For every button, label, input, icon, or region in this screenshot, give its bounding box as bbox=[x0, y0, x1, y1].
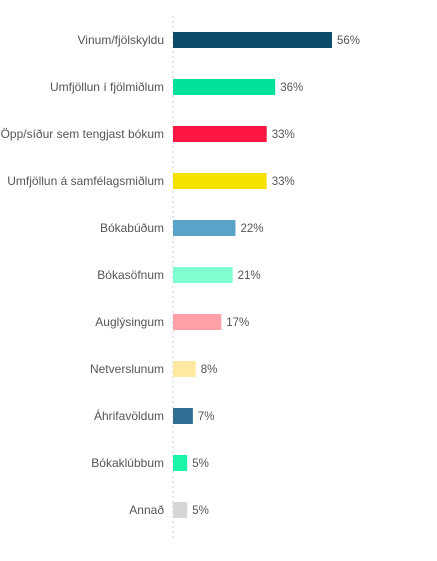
bar[interactable] bbox=[173, 126, 267, 142]
bar[interactable] bbox=[173, 314, 222, 330]
bar[interactable] bbox=[173, 267, 233, 283]
value-label: 22% bbox=[240, 223, 263, 235]
value-label: 21% bbox=[238, 270, 261, 282]
bar[interactable] bbox=[173, 220, 236, 236]
value-label: 17% bbox=[226, 317, 249, 329]
category-label: Annað bbox=[129, 503, 164, 517]
category-label: Bókabúðum bbox=[100, 221, 164, 235]
value-label: 5% bbox=[192, 505, 209, 517]
category-label: Umfjöllun á samfélagsmiðlum bbox=[7, 174, 164, 188]
category-label: Netverslunum bbox=[90, 362, 164, 376]
bars-group: Vinum/fjölskyldu 56% Umfjöllun í fjölmiðlu… bbox=[1, 32, 360, 518]
bar[interactable] bbox=[173, 408, 193, 424]
bar[interactable] bbox=[173, 455, 188, 471]
category-label: Vinum/fjölskyldu bbox=[78, 33, 164, 47]
category-label: Bókaklúbbum bbox=[91, 456, 164, 470]
category-label: Auglýsingum bbox=[95, 315, 164, 329]
bar[interactable] bbox=[173, 361, 196, 377]
bar[interactable] bbox=[173, 502, 188, 518]
category-label: Öpp/síður sem tengjast bókum bbox=[1, 127, 164, 141]
value-label: 33% bbox=[272, 129, 295, 141]
value-label: 7% bbox=[198, 411, 215, 423]
bar[interactable] bbox=[173, 173, 267, 189]
value-label: 33% bbox=[272, 176, 295, 188]
category-label: Umfjöllun í fjölmiðlum bbox=[50, 80, 164, 94]
bar[interactable] bbox=[173, 79, 276, 95]
bar[interactable] bbox=[173, 32, 332, 48]
category-label: Bókasöfnum bbox=[97, 268, 164, 282]
value-label: 56% bbox=[337, 35, 360, 47]
category-label: Áhrifavöldum bbox=[94, 408, 164, 423]
value-label: 36% bbox=[280, 82, 303, 94]
value-label: 5% bbox=[192, 458, 209, 470]
value-label: 8% bbox=[201, 364, 218, 376]
